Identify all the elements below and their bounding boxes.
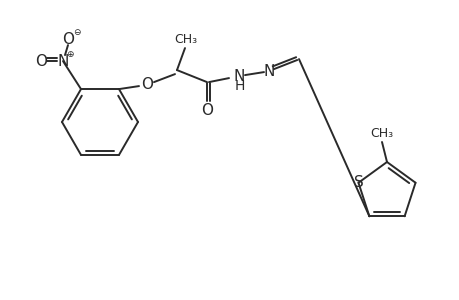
Text: N: N bbox=[263, 64, 274, 79]
Text: CH₃: CH₃ bbox=[174, 33, 197, 46]
Text: O: O bbox=[201, 103, 213, 118]
Text: CH₃: CH₃ bbox=[369, 127, 393, 140]
Text: O: O bbox=[62, 32, 74, 46]
Text: O: O bbox=[141, 76, 153, 92]
Text: N: N bbox=[57, 54, 68, 69]
Text: O: O bbox=[35, 54, 47, 69]
Text: N: N bbox=[233, 69, 244, 84]
Text: S: S bbox=[353, 175, 363, 190]
Text: H: H bbox=[234, 79, 245, 93]
Text: ⊕: ⊕ bbox=[66, 50, 73, 58]
Text: ⊖: ⊖ bbox=[73, 28, 81, 37]
